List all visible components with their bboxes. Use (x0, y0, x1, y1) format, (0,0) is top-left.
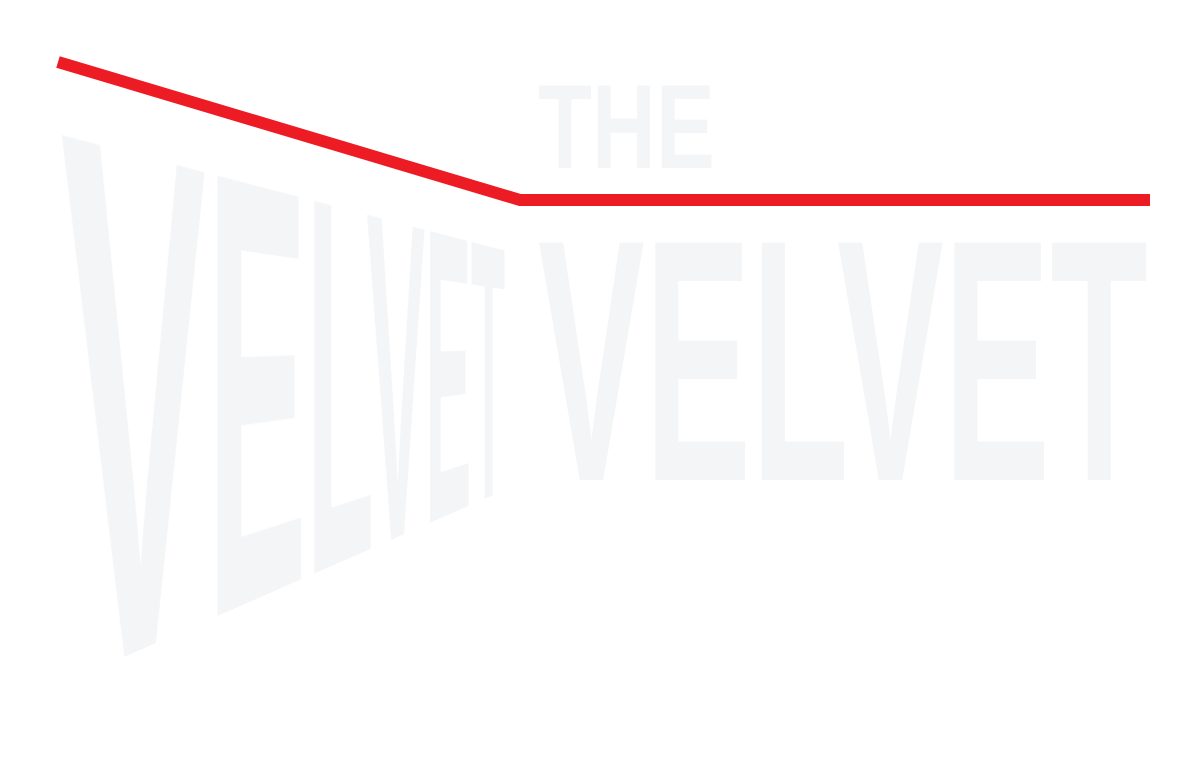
red-line (56, 56, 1150, 206)
logo-front: VELVET (538, 169, 1148, 554)
logo-top: THE (538, 60, 715, 194)
